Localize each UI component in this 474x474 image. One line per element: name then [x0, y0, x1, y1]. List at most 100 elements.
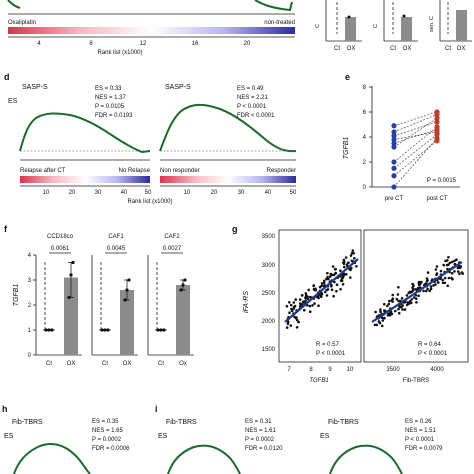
scatter-point: [319, 295, 323, 299]
y-tick: 3000: [262, 263, 276, 269]
scatter-point: [425, 277, 429, 280]
panel-h: h Fib-TBRS ES ES = 0.35 NES = 1.65 P = 0…: [2, 404, 130, 474]
panel-g: g iFA-RS 3500 3000 2500 2000 1500 R = 0.…: [232, 224, 469, 384]
rank-axis-label: Rank list (x1000): [97, 50, 142, 56]
scatter-point: [447, 255, 450, 259]
control-point: [156, 328, 160, 332]
plot-title: Fib-TBRS: [166, 419, 197, 426]
scatter-point: [340, 279, 344, 283]
panel-e: e TGFB1 0 2 4 6 8 pre CT post CT P = 0.0…: [343, 72, 460, 202]
bar-group-ccd18co: 0 1 2 3 4 CCD18co 0.0061 Ct OX: [28, 234, 82, 367]
data-point: [402, 14, 406, 18]
stat-nes: NES = 2.21: [237, 95, 269, 101]
scatter-point: [304, 292, 308, 295]
treated-point: [183, 278, 187, 282]
x-tick: post CT: [426, 196, 447, 202]
top-bar-3: sen. C Ct OX: [429, 0, 472, 52]
post-ct-point: [434, 109, 440, 115]
y-axis-label: TGFB1: [13, 284, 20, 307]
stat-es: ES = 0.49: [237, 86, 264, 92]
scatter-point: [299, 302, 302, 305]
es-axis-label: ES: [158, 433, 168, 440]
stat-es: ES = 0.31: [245, 419, 272, 425]
rank-tick: 50: [145, 190, 152, 196]
treated-bar: [176, 285, 190, 355]
scatter-point: [405, 294, 409, 297]
paired-points: [391, 109, 440, 190]
scatter-point: [450, 272, 454, 275]
scatter-point: [406, 301, 410, 304]
scatter-point: [447, 276, 451, 280]
scatter-point: [375, 323, 379, 327]
stat-p: P < 0.0001: [316, 351, 346, 357]
scatter-point: [332, 294, 335, 298]
scatter-point: [325, 277, 328, 281]
es-axis-label: ES: [8, 98, 18, 105]
pair-line: [393, 121, 438, 137]
rank-gradient-bar: [160, 176, 296, 183]
rank-gradient-bar: [8, 27, 295, 34]
stat-es: ES = 0.35: [92, 419, 119, 425]
scatter-point: [326, 271, 329, 275]
scatter-point: [379, 308, 382, 311]
scatter-point: [323, 290, 327, 294]
scatter-point: [322, 281, 326, 285]
treated-bar: [64, 277, 78, 355]
scatter-point: [289, 303, 293, 307]
scatter-point: [325, 294, 329, 297]
group-title: CCD18co: [47, 234, 74, 240]
scatter-point: [296, 318, 299, 322]
panel-label-h: h: [2, 404, 8, 414]
scatter-point: [445, 263, 449, 267]
scatter-point: [332, 273, 336, 277]
x-tick: 7: [287, 367, 291, 373]
control-point: [159, 328, 163, 332]
bar-ox: [456, 10, 467, 41]
es-axis-label: ES: [4, 433, 14, 440]
control-point: [47, 328, 51, 332]
es-curve: [7, 0, 293, 12]
es-curve: [329, 444, 403, 474]
post-ct-point: [434, 115, 440, 121]
scatter-point: [330, 288, 334, 292]
scatter-point: [327, 277, 330, 281]
data-point: [347, 15, 351, 19]
y-ticks: [369, 86, 372, 188]
control-point: [106, 328, 110, 332]
scatter-point: [320, 284, 324, 288]
scatter-point: [448, 261, 452, 265]
panel-label-i: i: [155, 404, 158, 414]
scatter-point: [335, 283, 339, 287]
scatter-frame-left: [278, 229, 362, 363]
scatter-point: [313, 302, 316, 305]
treated-point: [123, 298, 127, 302]
x-tick: 8: [309, 367, 313, 373]
scatter-point: [339, 269, 342, 273]
pre-ct-point: [391, 123, 397, 129]
scatter-point: [453, 259, 456, 263]
scatter-point: [295, 326, 299, 329]
panel-label-d: d: [4, 72, 10, 82]
scatter-point: [446, 259, 449, 262]
treated-point: [127, 278, 131, 282]
top-bar-1: C Ct OX: [315, 0, 362, 52]
scatter-point: [341, 283, 345, 286]
scatter-point: [294, 298, 298, 301]
x-tick: pre CT: [385, 196, 404, 202]
scatter-point: [342, 258, 346, 262]
treated-point: [67, 295, 71, 300]
x-tick: Ct: [390, 46, 396, 52]
scatter-point: [417, 286, 420, 290]
y-tick: 3500: [262, 234, 276, 240]
scatter-point: [435, 265, 439, 268]
treated-point: [181, 283, 185, 287]
panel-d: d ES SASP-S ES = 0.33 NES = 1.37 P = 0.0…: [4, 72, 297, 205]
pair-line: [393, 129, 438, 144]
pre-ct-point: [391, 184, 397, 190]
treated-point: [71, 260, 75, 265]
scatter-point: [432, 284, 435, 287]
x-tick: 3500: [386, 367, 400, 373]
pair-line: [393, 118, 438, 148]
legend-left-label: Oxaliplatin: [8, 20, 36, 26]
scatter-point: [387, 302, 391, 306]
